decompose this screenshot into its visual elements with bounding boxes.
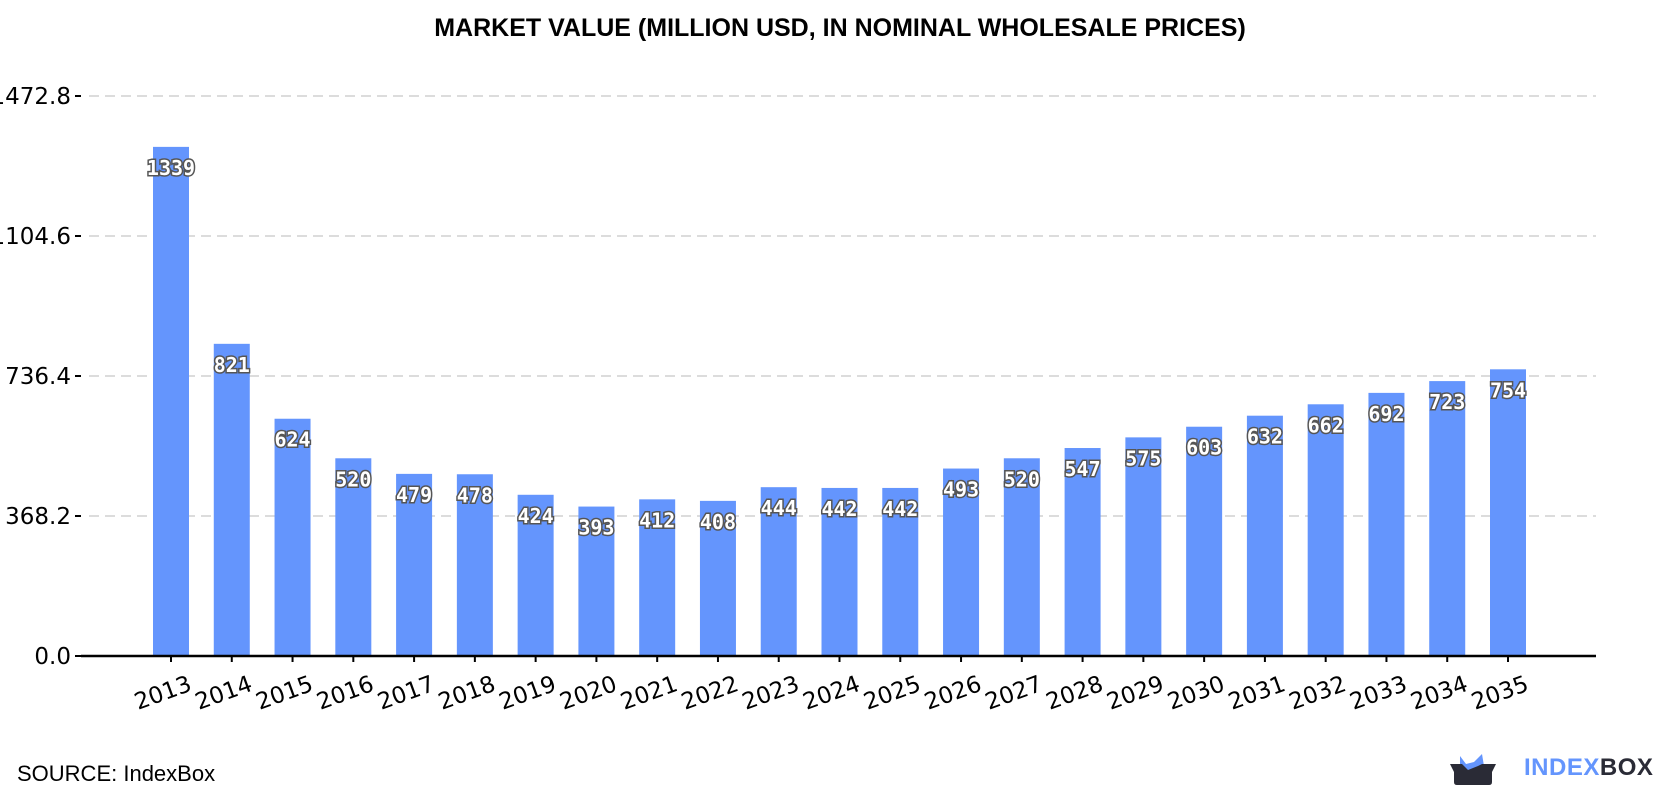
value-label: 662 [1308,413,1344,437]
logo-text-box: BOX [1599,754,1654,781]
bar [821,487,858,656]
bar [1429,381,1466,656]
value-label: 424 [518,504,554,528]
x-tick-label: 2022 [678,671,742,715]
bar [882,487,919,656]
x-tick-label: 2033 [1347,671,1411,715]
bar [213,343,250,656]
value-label: 723 [1429,390,1465,414]
bar [274,418,311,656]
x-tick-label: 2017 [374,671,438,715]
y-tick-label: 1472.8 [0,84,71,110]
value-label: 624 [274,428,310,452]
logo-text-index: INDEX [1524,754,1600,781]
value-label: 444 [761,496,797,520]
value-label: 603 [1186,436,1222,460]
value-label: 547 [1065,457,1101,481]
value-label: 575 [1125,446,1161,470]
value-labels: 1339 821 624 520 479 478 424 393 412 408 444 442 442… [145,154,1527,541]
x-tick-label: 2018 [435,671,499,715]
value-label: 479 [396,483,432,507]
bar [760,487,797,656]
bar [335,458,372,656]
x-tick-label: 2027 [982,671,1046,715]
bar [1186,426,1223,656]
value-label: 412 [639,508,675,532]
bar [517,494,554,656]
bar [943,468,980,656]
value-label: 442 [821,497,857,521]
x-tick-label: 2021 [617,671,681,715]
value-label: 393 [578,516,614,540]
bars [153,146,1526,657]
box-icon [1450,754,1496,785]
x-tick-label: 2035 [1468,671,1532,715]
bar [1246,415,1283,656]
bar [1490,369,1526,656]
y-tick-label: 0.0 [34,644,71,670]
value-label: 493 [943,478,979,502]
x-tick-label: 2025 [860,671,924,715]
x-tick-label: 2020 [557,671,621,715]
value-label: 478 [457,483,493,507]
bar [1064,448,1101,656]
x-tick-label: 2029 [1104,671,1168,715]
x-tick-label: 2024 [800,671,864,715]
x-tick-label: 2026 [921,671,985,715]
x-tick-label: 2016 [313,671,377,715]
x-tick-label: 2032 [1286,671,1350,715]
x-tick-label: 2013 [131,671,195,715]
x-tick-label: 2023 [739,671,803,715]
x-tick-label: 2030 [1164,671,1228,715]
y-tick-label: 1104.6 [0,224,71,250]
value-label: 754 [1490,378,1526,402]
bar [396,473,433,656]
bar [1307,404,1344,656]
chart-title: MARKET VALUE (MILLION USD, IN NOMINAL WH… [434,14,1246,42]
bar [1368,392,1405,656]
value-label: 520 [335,467,371,491]
bar [699,500,736,656]
y-tick-label: 736.4 [5,364,71,390]
y-tick-label: 368.2 [5,504,71,530]
value-label: 821 [214,353,250,377]
x-tick-label: 2014 [192,671,256,715]
value-label: 1339 [147,156,195,180]
x-tick-label: 2034 [1407,671,1471,715]
value-label: 692 [1368,402,1404,426]
bar [639,499,676,656]
indexbox-logo: INDEXBOX [1448,750,1653,786]
x-tick-label: 2028 [1043,671,1107,715]
bar [456,474,493,656]
bar [578,506,615,656]
value-label: 442 [882,497,918,521]
x-tick-label: 2015 [253,671,317,715]
source-note: SOURCE: IndexBox [17,761,216,786]
bar [1125,437,1162,656]
bar [1003,458,1040,656]
value-label: 408 [700,510,736,534]
x-tick-label: 2031 [1225,671,1289,715]
value-label: 520 [1004,467,1040,491]
value-label: 632 [1247,425,1283,449]
x-tick-label: 2019 [496,671,560,715]
bar [153,146,189,657]
